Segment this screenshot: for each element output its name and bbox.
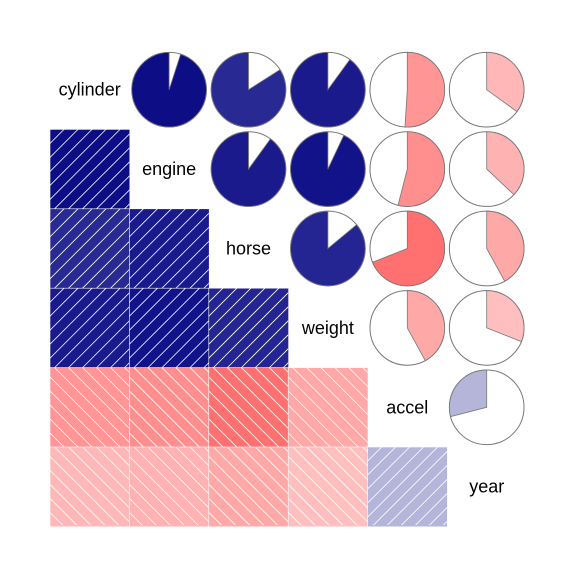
pie-cell-horse-year [449,211,524,286]
pie-cell-cylinder-horse [211,52,286,127]
variable-label-accel: accel [386,397,428,417]
hatch-line [0,209,50,288]
variable-label-cylinder: cylinder [59,80,121,100]
pie-cell-cylinder-weight [291,52,366,127]
pie-cell-accel-year [449,370,524,445]
pie-cell-cylinder-year [449,52,524,127]
hatch-line [498,447,576,526]
hatch-line [0,447,50,526]
hatch-line [0,288,50,367]
shade-cell-engine-cylinder [50,129,130,209]
shade-cell-accel-engine [129,368,209,448]
shade-cell-accel-horse [209,368,289,448]
variable-label-engine: engine [142,159,196,179]
pie-cell-horse-accel [370,211,445,286]
shade-cell-horse-engine [129,209,209,289]
shade-cell-year-cylinder [50,447,130,527]
hatch-line [512,447,576,526]
pie-cell-engine-year [449,132,524,207]
pie-wedge [405,52,445,127]
shade-cell-horse-cylinder [50,209,130,289]
pie-cell-horse-weight [291,211,366,286]
shade-cell-year-weight [288,447,368,527]
shade-cell-year-horse [209,447,289,527]
shade-cell-accel-cylinder [50,368,130,448]
pie-cell-cylinder-engine [132,52,207,127]
shade-cell-weight-cylinder [50,288,130,368]
pie-cell-cylinder-accel [370,52,445,127]
shade-cell-accel-weight [288,368,368,448]
pie-cell-engine-horse [211,132,286,207]
shade-cell-year-accel [368,447,448,527]
pie-cell-engine-weight [291,132,366,207]
pie-cell-weight-year [449,291,524,366]
hatch-line [0,368,50,447]
pie-wedge [291,132,366,207]
variable-label-horse: horse [226,239,271,259]
variable-label-weight: weight [301,318,354,338]
pie-wedge [132,52,207,127]
shade-cell-weight-engine [129,288,209,368]
variable-label-year: year [469,477,504,497]
hatch-line [0,129,50,208]
pie-cell-engine-accel [370,132,445,207]
pie-cell-weight-accel [370,291,445,366]
shade-cell-weight-horse [209,288,289,368]
pie-wedge [211,132,286,207]
shade-cell-year-engine [129,447,209,527]
hatch-line [526,447,576,526]
pie-wedge [291,52,366,127]
